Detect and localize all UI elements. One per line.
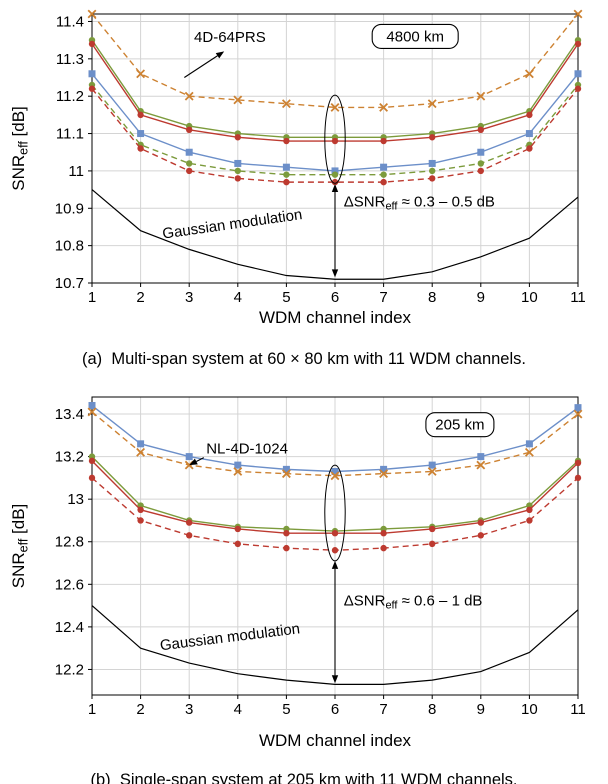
svg-text:11.2: 11.2 bbox=[56, 88, 84, 105]
axes: 1 2 3 4 5 6 7 8 9 10 11 11.4 11.3 11.2 11.1 11 10.9 10.8 1… bbox=[9, 13, 586, 327]
gaussian-modulation-label: Gaussian modulation bbox=[161, 206, 303, 242]
gaussian-modulation-label: Gaussian modulation bbox=[159, 620, 301, 654]
svg-text:1: 1 bbox=[88, 701, 96, 718]
svg-text:2: 2 bbox=[136, 289, 144, 306]
svg-text:11: 11 bbox=[68, 163, 84, 180]
series-solid-blue bbox=[88, 402, 582, 475]
svg-text:12.6: 12.6 bbox=[55, 576, 84, 593]
svg-text:10.8: 10.8 bbox=[55, 238, 84, 255]
chart-a: 1 2 3 4 5 6 7 8 9 10 11 11.4 11.3 11.2 11.1 11 10.9 10.8 1… bbox=[0, 0, 608, 340]
chart-b: 1 2 3 4 5 6 7 8 9 10 11 13.4 13.2 13 12.8 12.6 12.4 12.2 W… bbox=[0, 388, 608, 784]
svg-text:5: 5 bbox=[282, 289, 290, 306]
snr-vs-channel-chart-a: 1 2 3 4 5 6 7 8 9 10 11 11.4 11.3 11.2 11.1 11 10.9 10.8 1… bbox=[9, 9, 586, 327]
svg-text:12.4: 12.4 bbox=[55, 619, 84, 636]
series-4d-64prs bbox=[87, 9, 583, 112]
svg-text:10.7: 10.7 bbox=[55, 275, 84, 292]
svg-text:8: 8 bbox=[428, 289, 436, 306]
svg-text:7: 7 bbox=[379, 289, 387, 306]
svg-text:11.1: 11.1 bbox=[56, 126, 84, 143]
svg-text:11.4: 11.4 bbox=[56, 13, 84, 30]
svg-text:10: 10 bbox=[521, 289, 538, 306]
svg-text:11: 11 bbox=[570, 289, 586, 306]
svg-text:4: 4 bbox=[234, 701, 242, 718]
svg-text:9: 9 bbox=[477, 701, 485, 718]
svg-text:13: 13 bbox=[67, 491, 84, 508]
delta-snr-label: ΔSNReff ≈ 0.3 – 0.5 dB bbox=[344, 193, 495, 212]
svg-text:WDM channel index: WDM channel index bbox=[259, 731, 412, 750]
svg-text:13.2: 13.2 bbox=[55, 449, 84, 466]
svg-text:6: 6 bbox=[331, 701, 339, 718]
svg-text:12.8: 12.8 bbox=[55, 534, 84, 551]
svg-text:11.3: 11.3 bbox=[56, 51, 84, 68]
svg-text:13.4: 13.4 bbox=[55, 406, 84, 423]
annotations: ΔSNReff ≈ 0.3 – 0.5 dB 4D-64PRS Gaussian m… bbox=[161, 23, 495, 278]
delta-snr-label: ΔSNReff ≈ 0.6 – 1 dB bbox=[344, 593, 483, 612]
series-gaussian-modulation bbox=[91, 605, 579, 685]
svg-text:11: 11 bbox=[570, 701, 586, 718]
svg-text:6: 6 bbox=[331, 289, 339, 306]
series-solid-red bbox=[88, 457, 582, 537]
annotations: ΔSNReff ≈ 0.6 – 1 dB NL-4D-1024 Gaussian m… bbox=[159, 412, 495, 684]
svg-text:5: 5 bbox=[282, 701, 290, 718]
series-solid-blue bbox=[88, 70, 582, 175]
svg-text:2: 2 bbox=[136, 701, 144, 718]
series-dashed-red bbox=[88, 85, 582, 186]
svg-text:SNReff [dB]: SNReff [dB] bbox=[9, 504, 30, 589]
svg-text:8: 8 bbox=[428, 701, 436, 718]
series-gaussian-modulation bbox=[91, 189, 579, 280]
svg-text:7: 7 bbox=[379, 701, 387, 718]
svg-text:1: 1 bbox=[88, 289, 96, 306]
svg-text:10: 10 bbox=[521, 701, 538, 718]
caption-b: (b) Single-span system at 205 km with 11… bbox=[90, 771, 518, 784]
series-name-label: 4D-64PRS bbox=[194, 29, 266, 46]
distance-box-label: 205 km bbox=[435, 417, 484, 434]
svg-text:4: 4 bbox=[234, 289, 242, 306]
axes: 1 2 3 4 5 6 7 8 9 10 11 13.4 13.2 13 12.8 12.6 12.4 12.2 W… bbox=[9, 406, 586, 750]
snr-vs-channel-chart-b: 1 2 3 4 5 6 7 8 9 10 11 13.4 13.2 13 12.8 12.6 12.4 12.2 W… bbox=[9, 396, 586, 750]
svg-text:WDM channel index: WDM channel index bbox=[259, 308, 412, 327]
distance-box-label: 4800 km bbox=[386, 28, 444, 45]
svg-text:10.9: 10.9 bbox=[55, 200, 84, 217]
caption-a: (a) Multi-span system at 60 × 80 km with… bbox=[82, 350, 526, 368]
svg-text:3: 3 bbox=[185, 701, 193, 718]
series-name-label: NL-4D-1024 bbox=[206, 440, 288, 457]
series-dashed-red bbox=[88, 474, 582, 554]
series-solid-red bbox=[88, 40, 582, 145]
svg-text:12.2: 12.2 bbox=[55, 661, 84, 678]
svg-text:3: 3 bbox=[185, 289, 193, 306]
svg-text:SNReff [dB]: SNReff [dB] bbox=[9, 106, 30, 191]
svg-text:9: 9 bbox=[477, 289, 485, 306]
